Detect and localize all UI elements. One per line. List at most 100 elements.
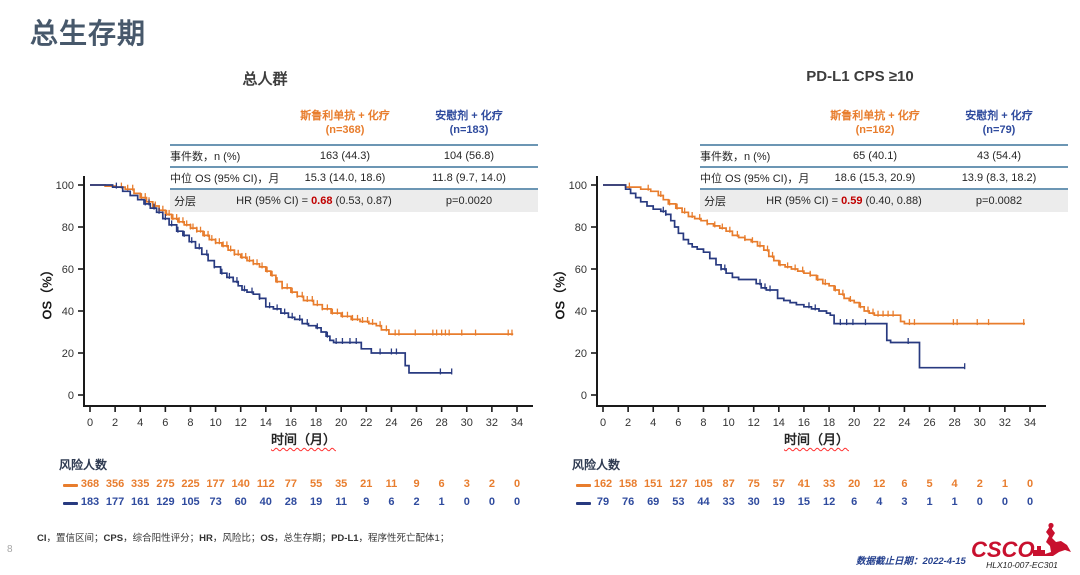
svg-text:14: 14 — [773, 417, 785, 429]
svg-text:20: 20 — [575, 348, 587, 360]
svg-text:20: 20 — [335, 417, 347, 429]
csco-logo-text: CSCO — [971, 537, 1035, 562]
svg-text:4: 4 — [650, 417, 656, 429]
chart-title-pdl1: PD-L1 CPS ≥10 — [806, 68, 914, 85]
censor-ticks-serplulimab — [628, 182, 1025, 326]
legend-dash — [63, 484, 78, 487]
arm-placebo-header: 安慰剂 + 化疗 (n=183) — [435, 110, 503, 136]
svg-text:10: 10 — [209, 417, 221, 429]
svg-text:80: 80 — [62, 222, 74, 234]
risk-row-serplulimab: 162 158 151 127 105 87 75 57 41 33 20 12 6 5 4 2 1 0 — [540, 478, 1080, 493]
risk-row-placebo: 79 76 69 53 44 33 30 19 15 12 6 4 3 1 1 0 0 0 — [540, 496, 1080, 511]
risk-count: 33 — [722, 496, 735, 508]
risk-count: 162 — [593, 478, 613, 490]
censor-ticks-placebo — [662, 206, 966, 370]
svg-text:100: 100 — [56, 180, 74, 192]
svg-text:2: 2 — [625, 417, 631, 429]
abbr-segment: ，程序性死亡配体1； — [358, 533, 450, 544]
risk-count: 44 — [697, 496, 710, 508]
risk-count: 75 — [747, 478, 760, 490]
km-curve-serplulimab — [603, 184, 1025, 325]
page-title: 总生存期 — [30, 18, 147, 49]
risk-count: 0 — [513, 478, 521, 490]
risk-count: 105 — [181, 496, 200, 508]
svg-text:8: 8 — [187, 417, 193, 429]
risk-count: 11 — [385, 478, 398, 490]
svg-text:24: 24 — [385, 417, 397, 429]
svg-text:32: 32 — [999, 417, 1011, 429]
svg-text:22: 22 — [873, 417, 885, 429]
median-os-row: 中位 OS (95% CI)，月 15.3 (14.0, 18.6) 11.8 … — [170, 168, 538, 190]
risk-count: 30 — [747, 496, 760, 508]
risk-count: 9 — [413, 478, 420, 490]
risk-count: 40 — [259, 496, 272, 508]
svg-text:80: 80 — [575, 222, 587, 234]
arm-serplulimab-header: 斯鲁利单抗 + 化疗 (n=162) — [830, 110, 920, 136]
study-id: HLX10-007-EC301 — [986, 560, 1058, 570]
svg-text:0: 0 — [600, 417, 606, 429]
risk-count: 275 — [156, 478, 175, 490]
risk-count: 0 — [513, 496, 521, 508]
risk-row-serplulimab: 368 356 335 275 225 177 140 112 77 55 35 21 11 9 6 3 2 0 — [0, 478, 540, 493]
data-cutoff-date: 数据截止日期：2022-4-15 — [856, 556, 966, 567]
abbreviations-footnote: CI，置信区间；CPS，综合阳性评分；HR，风险比；OS，总生存期；PD-L1，… — [37, 530, 449, 544]
events-row: 事件数，n (%) 163 (44.3) 104 (56.8) — [170, 146, 538, 168]
events-row: 事件数，n (%) 65 (40.1) 43 (54.4) — [700, 146, 1068, 168]
legend-dash — [576, 484, 591, 487]
csco-logo: CSCO HLX10-007-EC301 — [971, 522, 1073, 570]
risk-count: 2 — [488, 478, 495, 490]
panel-total-population: 总人群 斯鲁利单抗 + 化疗 (n=368) 安慰剂 + 化疗 (n=183) 事件… — [0, 71, 540, 508]
risk-count: 12 — [822, 496, 836, 508]
stats-header-row: 斯鲁利单抗 + 化疗 (n=368) 安慰剂 + 化疗 (n=183) — [170, 104, 538, 146]
arm-serplulimab-header: 斯鲁利单抗 + 化疗 (n=368) — [300, 110, 390, 136]
median-os-row: 中位 OS (95% CI)，月 18.6 (15.3, 20.9) 13.9 … — [700, 168, 1068, 190]
svg-text:26: 26 — [923, 417, 935, 429]
risk-count: 335 — [131, 478, 150, 490]
abbr-segment: ，置信区间； — [46, 533, 104, 544]
svg-text:2: 2 — [112, 417, 118, 429]
risk-count: 105 — [694, 478, 713, 490]
svg-text:24: 24 — [898, 417, 910, 429]
risk-count: 19 — [772, 496, 785, 508]
svg-text:20: 20 — [62, 348, 74, 360]
svg-text:6: 6 — [675, 417, 681, 429]
km-curve-placebo — [90, 184, 452, 374]
censor-ticks-serplulimab — [120, 182, 513, 336]
risk-count: 4 — [876, 496, 883, 508]
risk-count: 87 — [722, 478, 735, 490]
svg-text:0: 0 — [87, 417, 93, 429]
risk-table-title: 风险人数 — [572, 458, 621, 472]
risk-count: 5 — [926, 478, 933, 490]
svg-text:34: 34 — [511, 417, 523, 429]
risk-count: 0 — [463, 496, 470, 508]
p-value: p=0.0082 — [975, 195, 1023, 207]
svg-text:18: 18 — [823, 417, 835, 429]
svg-text:22: 22 — [360, 417, 372, 429]
svg-text:40: 40 — [62, 306, 74, 318]
svg-text:10: 10 — [722, 417, 734, 429]
svg-text:60: 60 — [62, 264, 74, 276]
risk-count: 0 — [1026, 496, 1034, 508]
risk-table-title: 风险人数 — [59, 458, 108, 472]
svg-text:6: 6 — [162, 417, 168, 429]
risk-count: 12 — [873, 478, 886, 490]
risk-count: 2 — [413, 496, 420, 508]
stats-table-total: 斯鲁利单抗 + 化疗 (n=368) 安慰剂 + 化疗 (n=183) 事件数，n … — [170, 104, 538, 212]
risk-count: 79 — [596, 496, 610, 508]
svg-text:28: 28 — [949, 417, 961, 429]
km-curve-placebo — [603, 184, 965, 369]
abbr-segment: ，风险比； — [212, 533, 261, 544]
risk-count: 69 — [647, 496, 660, 508]
risk-count: 1 — [951, 496, 958, 508]
risk-count: 21 — [360, 478, 373, 490]
legend-dash — [576, 502, 591, 505]
svg-text:28: 28 — [436, 417, 448, 429]
risk-count: 225 — [181, 478, 200, 490]
risk-count: 127 — [669, 478, 688, 490]
svg-text:34: 34 — [1024, 417, 1036, 429]
abbr-segment: HR — [199, 533, 213, 544]
risk-count: 3 — [901, 496, 908, 508]
risk-count: 158 — [618, 478, 638, 490]
